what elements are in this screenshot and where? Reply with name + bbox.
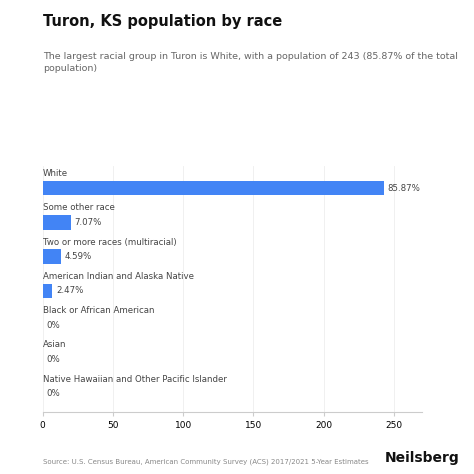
Text: Source: U.S. Census Bureau, American Community Survey (ACS) 2017/2021 5-Year Est: Source: U.S. Census Bureau, American Com…	[43, 458, 368, 465]
Bar	[43, 283, 53, 298]
Text: 7.07%: 7.07%	[74, 218, 101, 227]
Bar	[43, 249, 61, 264]
Text: Some other race: Some other race	[43, 203, 115, 212]
Text: 85.87%: 85.87%	[387, 183, 420, 192]
Text: 2.47%: 2.47%	[56, 286, 83, 295]
Text: 0%: 0%	[46, 355, 60, 364]
Text: Neilsberg: Neilsberg	[385, 450, 460, 465]
Text: Two or more races (multiracial): Two or more races (multiracial)	[43, 237, 176, 246]
Bar	[43, 181, 384, 195]
Text: American Indian and Alaska Native: American Indian and Alaska Native	[43, 272, 194, 281]
Text: 0%: 0%	[46, 320, 60, 329]
Text: Black or African American: Black or African American	[43, 306, 154, 315]
Text: 0%: 0%	[46, 389, 60, 398]
Text: Asian: Asian	[43, 340, 66, 349]
Text: The largest racial group in Turon is White, with a population of 243 (85.87% of : The largest racial group in Turon is Whi…	[43, 52, 457, 73]
Bar	[43, 215, 71, 229]
Text: White: White	[43, 169, 68, 178]
Text: Turon, KS population by race: Turon, KS population by race	[43, 14, 282, 29]
Text: Native Hawaiian and Other Pacific Islander: Native Hawaiian and Other Pacific Island…	[43, 374, 227, 383]
Text: 4.59%: 4.59%	[64, 252, 91, 261]
